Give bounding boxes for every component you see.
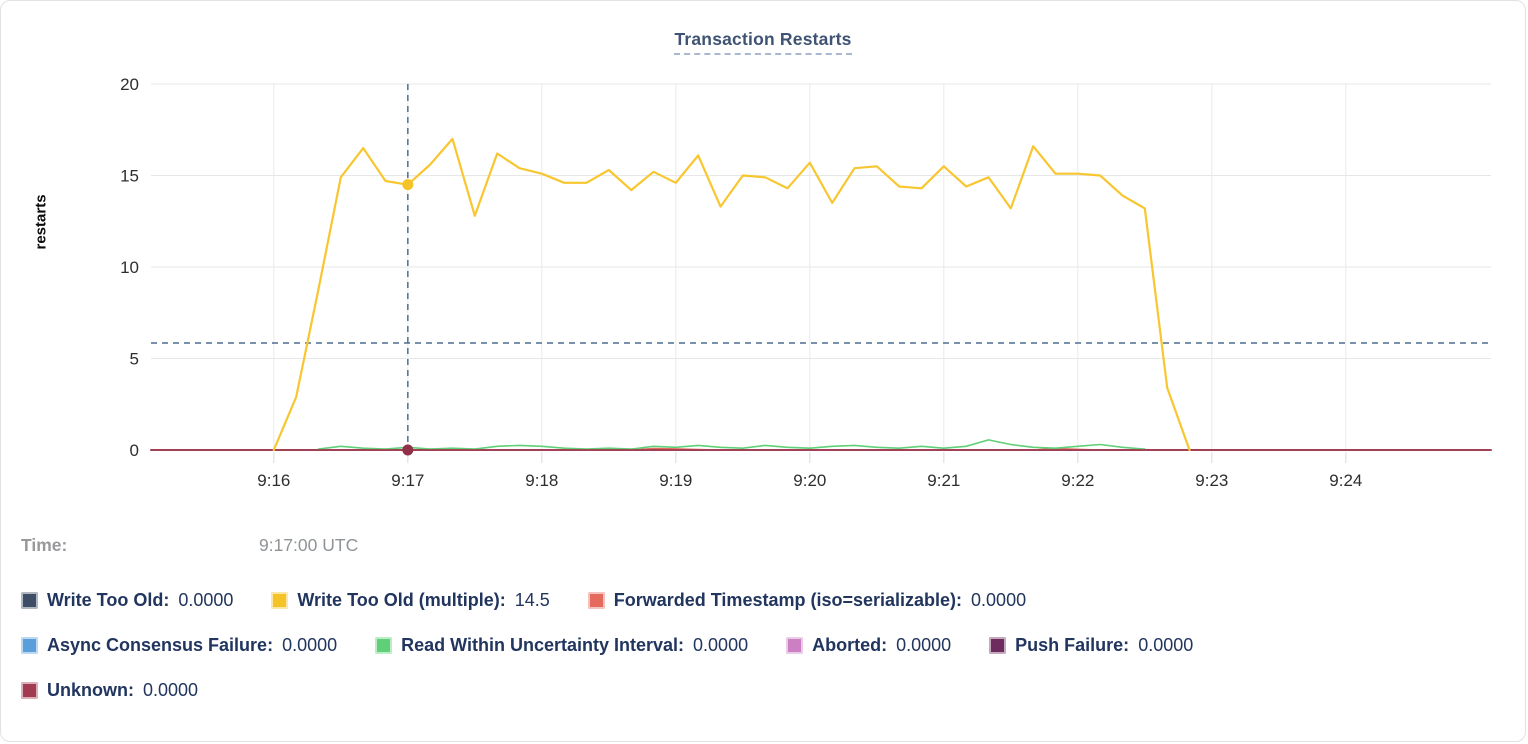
legend-swatch xyxy=(21,591,38,609)
series-line-read-within-uncertainty-interval xyxy=(317,439,1146,450)
x-tick-label: 9:19 xyxy=(659,471,692,490)
legend-item-unknown[interactable]: Unknown: 0.0000 xyxy=(21,680,198,701)
legend-swatch xyxy=(786,636,804,654)
hover-point-unknown xyxy=(402,444,414,456)
legend-label: Write Too Old: xyxy=(47,589,170,610)
legend-label: Aborted: xyxy=(812,634,888,655)
legend-value: 0.0000 xyxy=(1138,634,1194,655)
y-tick-label: 10 xyxy=(120,258,139,277)
legend-value: 0.0000 xyxy=(282,634,338,655)
chart-header: Transaction Restarts xyxy=(1,29,1525,55)
series-line-write-too-old-multiple xyxy=(272,137,1191,452)
legend-label: Async Consensus Failure: xyxy=(47,634,274,655)
legend-label: Forwarded Timestamp (iso=serializable): xyxy=(613,589,963,610)
y-tick-label: 20 xyxy=(120,75,139,94)
legend-item-write-too-old-multiple[interactable]: Write Too Old (multiple): 14.5 xyxy=(271,589,550,611)
legend-swatch xyxy=(375,636,393,654)
hover-time-row: Time: 9:17:00 UTC xyxy=(21,535,358,556)
x-tick-label: 9:17 xyxy=(391,471,424,490)
legend-item-read-within-uncertainty-interval[interactable]: Read Within Uncertainty Interval: 0.0000 xyxy=(375,635,748,656)
legend-swatch xyxy=(587,591,605,609)
transaction-restarts-chart[interactable]: 0 5 10 15 20 9:16 9:17 9:18 9:19 9:20 9:21 9:22 9:23… xyxy=(1,1,1526,521)
legend-value: 0.0000 xyxy=(896,634,952,655)
x-tick-label: 9:24 xyxy=(1329,471,1362,490)
legend-value: 0.0000 xyxy=(971,589,1027,610)
hover-point-write-too-old-multiple xyxy=(402,179,414,191)
legend-item-write-too-old[interactable]: Write Too Old: 0.0000 xyxy=(21,590,233,611)
legend-item-aborted[interactable]: Aborted: 0.0000 xyxy=(786,635,951,656)
legend-item-forwarded-timestamp[interactable]: Forwarded Timestamp (iso=serializable): … xyxy=(587,589,1027,611)
legend-value: 14.5 xyxy=(514,589,550,610)
x-tick-label: 9:20 xyxy=(793,471,826,490)
legend-row: Write Too Old: 0.0000 Write Too Old (mul… xyxy=(21,587,1511,613)
legend-swatch xyxy=(989,636,1007,654)
legend-item-push-failure[interactable]: Push Failure: 0.0000 xyxy=(989,635,1193,656)
time-label: Time: xyxy=(21,535,68,555)
chart-legend: Write Too Old: 0.0000 Write Too Old (mul… xyxy=(21,587,1511,722)
legend-row: Unknown: 0.0000 xyxy=(21,677,1511,703)
legend-label: Write Too Old (multiple): xyxy=(297,589,506,610)
legend-value: 0.0000 xyxy=(693,634,749,655)
x-tick-label: 9:18 xyxy=(525,471,558,490)
y-tick-label: 5 xyxy=(130,350,139,369)
legend-label: Unknown: xyxy=(47,679,134,700)
x-tick-label: 9:22 xyxy=(1061,471,1094,490)
legend-item-async-consensus-failure[interactable]: Async Consensus Failure: 0.0000 xyxy=(21,635,337,656)
legend-label: Push Failure: xyxy=(1015,634,1130,655)
chart-title[interactable]: Transaction Restarts xyxy=(674,29,852,55)
time-value: 9:17:00 UTC xyxy=(259,535,359,555)
legend-swatch xyxy=(271,591,289,609)
legend-label: Read Within Uncertainty Interval: xyxy=(401,634,685,655)
y-tick-label: 0 xyxy=(130,441,139,460)
x-tick-label: 9:23 xyxy=(1195,471,1228,490)
legend-row: Async Consensus Failure: 0.0000 Read Wit… xyxy=(21,632,1511,658)
x-tick-label: 9:21 xyxy=(927,471,960,490)
legend-value: 0.0000 xyxy=(178,589,234,610)
legend-swatch xyxy=(21,681,38,699)
legend-swatch xyxy=(21,636,38,654)
y-tick-label: 15 xyxy=(120,167,139,186)
x-tick-label: 9:16 xyxy=(257,471,290,490)
legend-value: 0.0000 xyxy=(143,679,199,700)
